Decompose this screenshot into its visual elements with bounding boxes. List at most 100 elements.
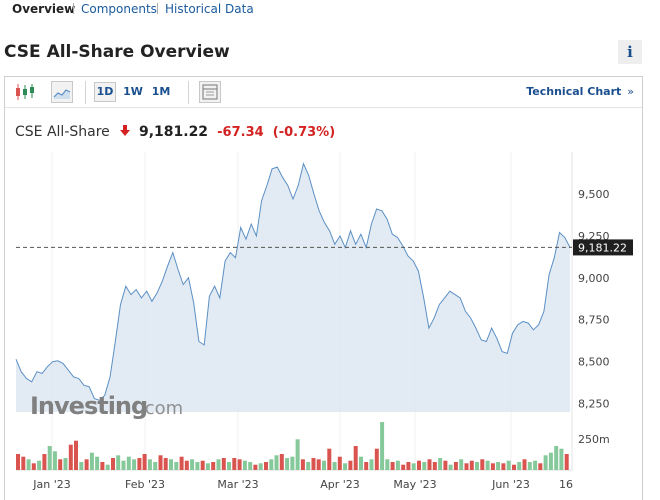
- volume-bar: [37, 460, 42, 470]
- x-tick-label: Feb '23: [125, 478, 165, 491]
- volume-bar: [42, 454, 47, 470]
- area-chart-icon[interactable]: [51, 81, 73, 103]
- volume-bar: [443, 460, 448, 470]
- volume-bar: [417, 460, 421, 470]
- investing-watermark: Investing .com: [30, 392, 183, 420]
- current-price-tag: 9,181.22: [573, 239, 633, 256]
- volume-bar: [380, 422, 385, 470]
- volume-bar: [385, 459, 390, 470]
- volume-bar: [227, 462, 231, 470]
- toolbar-divider: [85, 81, 86, 104]
- volume-bar: [31, 463, 36, 470]
- volume-bar: [517, 462, 522, 470]
- chart-toolbar: 1D 1W 1M Technical Chart »: [5, 77, 642, 108]
- volume-bar: [126, 456, 131, 470]
- candlestick-chart-icon[interactable]: [14, 81, 36, 103]
- volume-bar: [506, 460, 511, 470]
- volume-bar: [174, 462, 179, 470]
- volume-bar: [533, 460, 538, 470]
- volume-bar: [116, 455, 121, 470]
- tab-overview[interactable]: Overview: [12, 2, 76, 16]
- page-title: CSE All-Share Overview: [4, 42, 230, 62]
- x-tick-label: 16: [559, 478, 573, 491]
- current-price-label: 9,181.22: [578, 241, 627, 254]
- tab-historical-data[interactable]: Historical Data: [165, 2, 254, 16]
- volume-bar: [427, 459, 432, 470]
- volume-bar: [264, 462, 268, 470]
- y-tick-label: 8,250: [578, 398, 610, 411]
- volume-bar: [279, 454, 284, 470]
- volume-bar: [216, 459, 221, 470]
- volume-bar: [422, 462, 427, 470]
- volume-bar: [52, 451, 57, 470]
- x-axis: Jan '23 Feb '23 Mar '23 Apr '23 May '23 Jun '…: [32, 478, 573, 491]
- volume-bar: [74, 440, 78, 470]
- volume-bar: [548, 452, 553, 470]
- quote-header: CSE All-Share 9,181.22 -67.34 (-0.73%): [15, 121, 335, 140]
- volume-bar: [554, 446, 559, 470]
- volume-bar: [306, 462, 311, 470]
- volume-bar: [16, 454, 20, 470]
- volume-bar: [348, 460, 353, 470]
- price-area: [16, 163, 570, 412]
- x-tick-label: Jun '23: [491, 478, 530, 491]
- volume-bar: [401, 464, 406, 470]
- volume-bar: [195, 462, 200, 470]
- volume-bar: [359, 456, 363, 470]
- watermark-suffix: .com: [139, 398, 183, 419]
- volume-bar: [564, 454, 569, 470]
- volume-bar: [527, 462, 532, 470]
- volume-bar: [469, 460, 474, 470]
- volume-bar: [248, 462, 253, 470]
- volume-bar: [232, 458, 237, 470]
- volume-bar: [322, 460, 326, 470]
- volume-bar: [406, 462, 411, 470]
- volume-bar: [464, 463, 469, 470]
- volume-bar: [121, 460, 126, 470]
- volume-bar: [163, 458, 168, 470]
- x-tick-label: Jan '23: [32, 478, 70, 491]
- volume-bar: [353, 446, 358, 470]
- volume-bar: [137, 458, 142, 470]
- volume-bar: [179, 456, 184, 470]
- volume-bar: [295, 439, 300, 470]
- watermark-brand: Investing: [30, 392, 147, 420]
- volume-bar: [490, 463, 495, 470]
- volume-bar: [153, 462, 158, 470]
- volume-bar: [79, 462, 84, 470]
- info-icon[interactable]: i: [618, 40, 642, 64]
- tab-components[interactable]: Components: [81, 2, 157, 16]
- chart-layout-icon[interactable]: [199, 81, 221, 103]
- chart-panel: 1D 1W 1M Technical Chart » CSE All-Share …: [4, 76, 643, 500]
- tab-divider: [73, 3, 74, 14]
- volume-bar: [364, 462, 369, 470]
- volume-bar: [58, 459, 63, 470]
- range-1m-button[interactable]: 1M: [151, 85, 171, 98]
- price-line: [15, 162, 571, 401]
- volume-bar: [211, 462, 216, 470]
- y-tick-label: 8,750: [578, 314, 610, 327]
- technical-chart-link[interactable]: Technical Chart »: [526, 85, 634, 98]
- volume-bar: [432, 462, 437, 470]
- volume-bar: [221, 458, 226, 470]
- volume-bar: [111, 458, 115, 470]
- y-tick-label: 9,000: [578, 272, 610, 285]
- volume-bar: [89, 452, 94, 470]
- volume-bar: [501, 463, 506, 470]
- range-1d-button[interactable]: 1D: [94, 82, 116, 102]
- volume-bar: [169, 459, 173, 470]
- volume-bar: [47, 446, 52, 470]
- volume-bar: [453, 462, 458, 470]
- volume-bar: [316, 459, 321, 470]
- tab-divider: [157, 3, 158, 14]
- range-1w-button[interactable]: 1W: [123, 85, 143, 98]
- arrow-down-icon: [119, 125, 130, 136]
- double-chevron-right-icon: »: [627, 85, 634, 98]
- volume-bar: [411, 463, 416, 470]
- last-price: 9,181.22: [138, 124, 209, 140]
- volume-bar: [311, 458, 316, 470]
- volume-bar: [337, 456, 342, 470]
- volume-bar: [200, 460, 205, 470]
- volume-bar: [290, 456, 295, 470]
